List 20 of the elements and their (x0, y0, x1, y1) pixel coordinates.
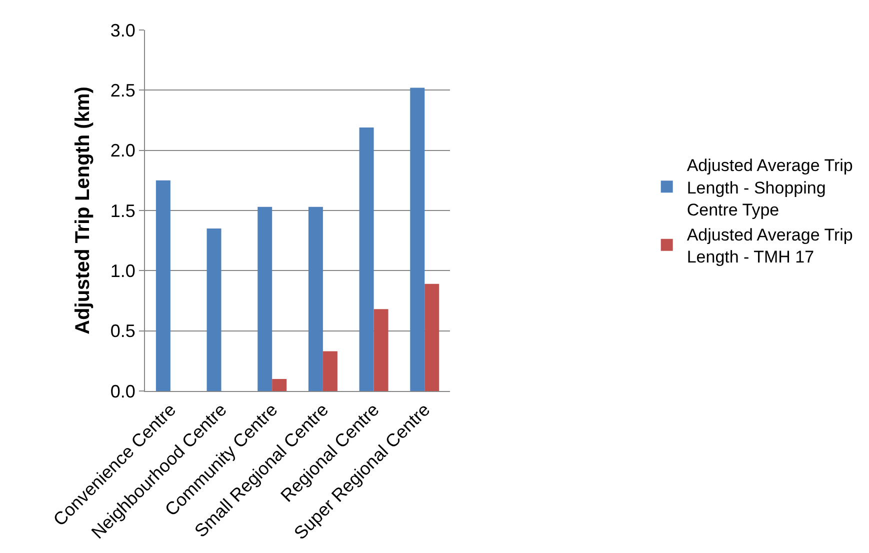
bar (374, 309, 388, 391)
y-tick-label: 2.5 (110, 80, 136, 100)
bar (308, 206, 323, 391)
bar (322, 351, 338, 391)
bar (359, 127, 374, 391)
y-axis-title: Adjusted Trip Length (km) (72, 86, 94, 334)
y-tick-label: 1.5 (110, 200, 136, 221)
bar (272, 378, 287, 391)
bar (410, 88, 425, 391)
y-tick-label: 0.5 (110, 321, 136, 342)
bar (206, 228, 222, 391)
bar (258, 206, 272, 391)
y-tick-label: 2.0 (110, 140, 136, 161)
y-tick-label: 3.0 (110, 20, 136, 40)
legend-label: Adjusted Average Trip Length - Shopping Centre Type (686, 156, 853, 220)
y-tick-label: 1.0 (110, 260, 136, 281)
y-tick-label: 0.0 (110, 381, 136, 402)
bar (424, 284, 440, 391)
legend-label: Adjusted Average Trip Length - TMH 17 (686, 225, 853, 267)
bar (156, 180, 170, 391)
